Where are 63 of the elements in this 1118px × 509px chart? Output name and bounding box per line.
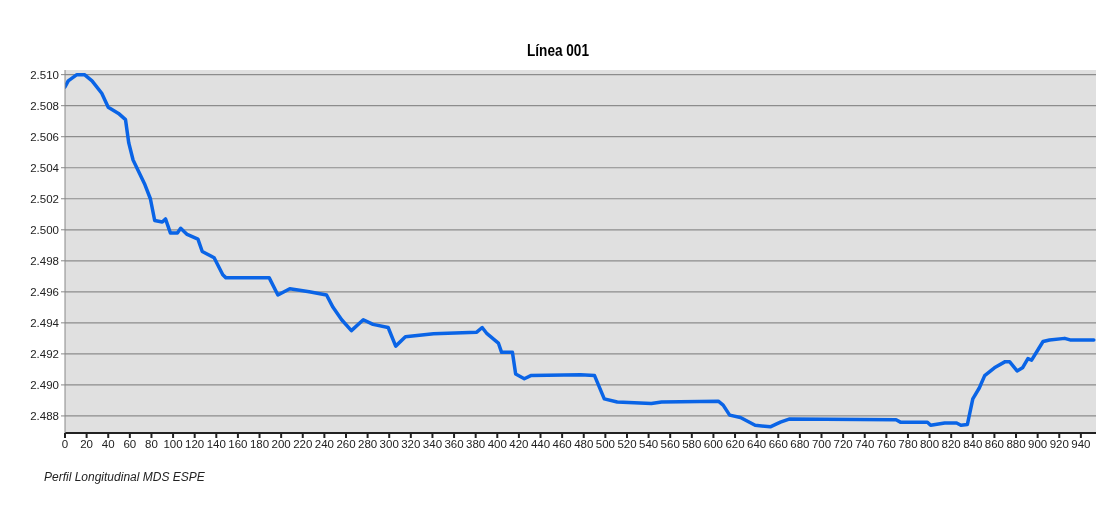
x-tick-label: 940 xyxy=(1071,438,1091,451)
x-tick-label: 820 xyxy=(941,438,961,451)
y-tick-label: 2.494 xyxy=(30,316,60,329)
x-tick-label: 100 xyxy=(163,438,183,451)
y-tick-label: 2.488 xyxy=(30,410,59,423)
x-tick-label: 280 xyxy=(358,438,378,451)
x-tick-label: 680 xyxy=(790,438,810,451)
x-tick-label: 620 xyxy=(725,438,745,451)
y-tick-label: 2.492 xyxy=(30,347,59,360)
y-tick-label: 2.506 xyxy=(30,130,59,143)
x-tick-label: 220 xyxy=(293,438,313,451)
line-series xyxy=(65,72,1096,429)
x-tick-label: 80 xyxy=(145,438,158,451)
x-tick-label: 640 xyxy=(747,438,767,451)
x-tick-label: 360 xyxy=(444,438,464,451)
x-tick-label: 720 xyxy=(833,438,853,451)
x-tick-label: 760 xyxy=(876,438,896,451)
x-tick-label: 240 xyxy=(314,438,334,451)
x-tick-label: 660 xyxy=(768,438,788,451)
x-tick-label: 900 xyxy=(1028,438,1048,451)
chart-title: Línea 001 xyxy=(526,42,590,60)
x-tick-label: 20 xyxy=(80,438,94,451)
y-tick-label: 2.504 xyxy=(30,161,60,174)
x-tick-label: 120 xyxy=(185,438,205,451)
x-tick-label: 780 xyxy=(898,438,918,451)
x-tick-label: 320 xyxy=(401,438,421,451)
text: Perfil Longitudinal MDS ESPE xyxy=(44,470,205,484)
x-tick-label: 200 xyxy=(271,438,291,451)
x-tick-label: 0 xyxy=(61,438,69,451)
y-tick-label: 2.502 xyxy=(30,192,59,205)
x-tick-label: 60 xyxy=(123,438,137,451)
x-tick-label: 340 xyxy=(422,438,443,451)
x-tick-label: 520 xyxy=(617,438,637,451)
x-tick-label: 400 xyxy=(487,438,507,451)
x-tick-label: 160 xyxy=(228,438,248,451)
x-tick-label: 560 xyxy=(660,438,680,451)
x-tick-label: 700 xyxy=(811,438,832,451)
x-tick-label: 480 xyxy=(574,438,594,451)
y-tick-label: 2.510 xyxy=(30,68,59,81)
x-tick-label: 380 xyxy=(466,438,486,451)
x-tick-label: 860 xyxy=(984,438,1005,451)
x-tick-label: 300 xyxy=(379,438,399,451)
y-tick-label: 2.508 xyxy=(30,99,59,112)
x-tick-label: 920 xyxy=(1049,438,1069,451)
y-tick-label: 2.496 xyxy=(30,285,59,298)
x-tick-label: 460 xyxy=(552,438,572,451)
x-tick-label: 500 xyxy=(595,438,615,451)
x-tick-label: 40 xyxy=(101,438,115,451)
x-tick-label: 180 xyxy=(249,438,270,451)
x-tick-label: 140 xyxy=(206,438,226,451)
x-tick-label: 540 xyxy=(638,438,659,451)
y-tick-label: 2.490 xyxy=(30,378,59,391)
x-tick-label: 800 xyxy=(919,438,940,451)
y-tick-label: 2.498 xyxy=(30,254,59,267)
x-tick-label: 740 xyxy=(855,438,875,451)
y-tick-label: 2.500 xyxy=(30,223,59,236)
x-tick-label: 440 xyxy=(530,438,551,451)
x-tick-label: 580 xyxy=(682,438,702,451)
x-tick-label: 840 xyxy=(963,438,983,451)
x-tick-label: 420 xyxy=(509,438,529,451)
x-tick-label: 600 xyxy=(703,438,724,451)
x-tick-label: 880 xyxy=(1006,438,1026,451)
x-tick-label: 260 xyxy=(336,438,356,451)
